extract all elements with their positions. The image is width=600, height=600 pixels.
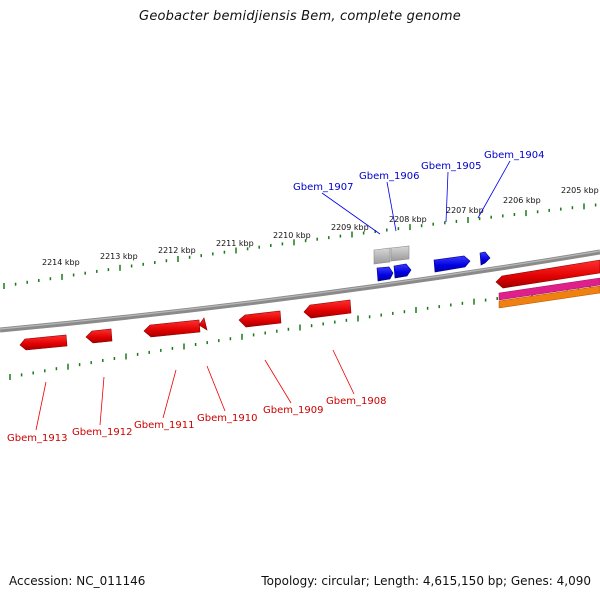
gene-feature-gbem-1906[interactable] [393, 263, 412, 279]
gene-feature-gbem-1907[interactable] [376, 266, 394, 282]
gene-label[interactable]: Gbem_1911 [134, 420, 194, 431]
gene-feature-gbem-1913[interactable] [19, 334, 68, 351]
gene-label[interactable]: Gbem_1907 [293, 182, 353, 193]
leader-line [264, 359, 292, 404]
scale-label: 2210 kbp [273, 231, 311, 240]
gene-label[interactable]: Gbem_1912 [72, 427, 132, 438]
leader-line [477, 160, 511, 219]
scale-ticks-top [3, 203, 597, 289]
gene-labels-bottom: Gbem_1913 Gbem_1912 Gbem_1911 Gbem_1910 … [7, 396, 386, 444]
scale-label: 2207 kbp [446, 206, 484, 215]
leader-line [321, 192, 381, 235]
forward-features [373, 245, 491, 282]
gene-feature-gbem-1910[interactable] [238, 310, 282, 328]
gene-feature-gbem-1908[interactable] [495, 259, 600, 289]
gene-feature-small[interactable] [198, 317, 208, 331]
genome-backbone-highlight [0, 250, 600, 330]
scale-label: 2206 kbp [503, 196, 541, 205]
accession-text: Accession: NC_011146 [9, 574, 146, 588]
gene-feature-gbem-1912[interactable] [85, 328, 113, 344]
gene-labels-top: Gbem_1907 Gbem_1906 Gbem_1905 Gbem_1904 [293, 150, 544, 193]
reverse-features [19, 259, 600, 351]
pseudogene-feature[interactable] [390, 245, 410, 262]
scale-label: 2211 kbp [216, 239, 254, 248]
gene-label[interactable]: Gbem_1906 [359, 171, 419, 182]
gene-label[interactable]: Gbem_1905 [421, 161, 481, 172]
leader-line [162, 369, 177, 419]
scale-label: 2208 kbp [389, 215, 427, 224]
scale-label: 2212 kbp [158, 246, 196, 255]
scale-label: 2214 kbp [42, 258, 80, 267]
gene-label[interactable]: Gbem_1909 [263, 405, 323, 416]
feature-track-orange[interactable] [498, 285, 600, 309]
genome-summary-text: Topology: circular; Length: 4,615,150 bp… [261, 574, 591, 588]
scale-label: 2213 kbp [100, 252, 138, 261]
gene-label[interactable]: Gbem_1908 [326, 396, 386, 407]
genome-backbone [0, 249, 600, 333]
label-leaders [35, 160, 511, 431]
leader-line [445, 171, 449, 223]
gene-feature-gbem-1904[interactable] [479, 251, 491, 266]
gene-feature-gbem-1911[interactable] [143, 319, 201, 338]
scale-label: 2205 kbp [561, 186, 599, 195]
gene-feature-gbem-1905[interactable] [433, 255, 471, 273]
scale-label: 2209 kbp [331, 223, 369, 232]
pseudogene-feature[interactable] [373, 247, 391, 265]
feature-track-magenta[interactable] [498, 277, 600, 301]
genome-title: Geobacter bemidjiensis Bem, complete gen… [139, 9, 461, 24]
leader-line [332, 349, 355, 395]
gene-feature-gbem-1909[interactable] [303, 299, 352, 319]
leader-line [206, 365, 226, 412]
gene-label[interactable]: Gbem_1913 [7, 433, 67, 444]
leader-line [99, 376, 105, 426]
gene-label[interactable]: Gbem_1904 [484, 150, 544, 161]
scale-labels: 2214 kbp 2213 kbp 2212 kbp 2211 kbp 2210… [42, 186, 599, 267]
leader-line [35, 381, 47, 431]
gene-label[interactable]: Gbem_1910 [197, 413, 257, 424]
leader-line [386, 181, 397, 232]
